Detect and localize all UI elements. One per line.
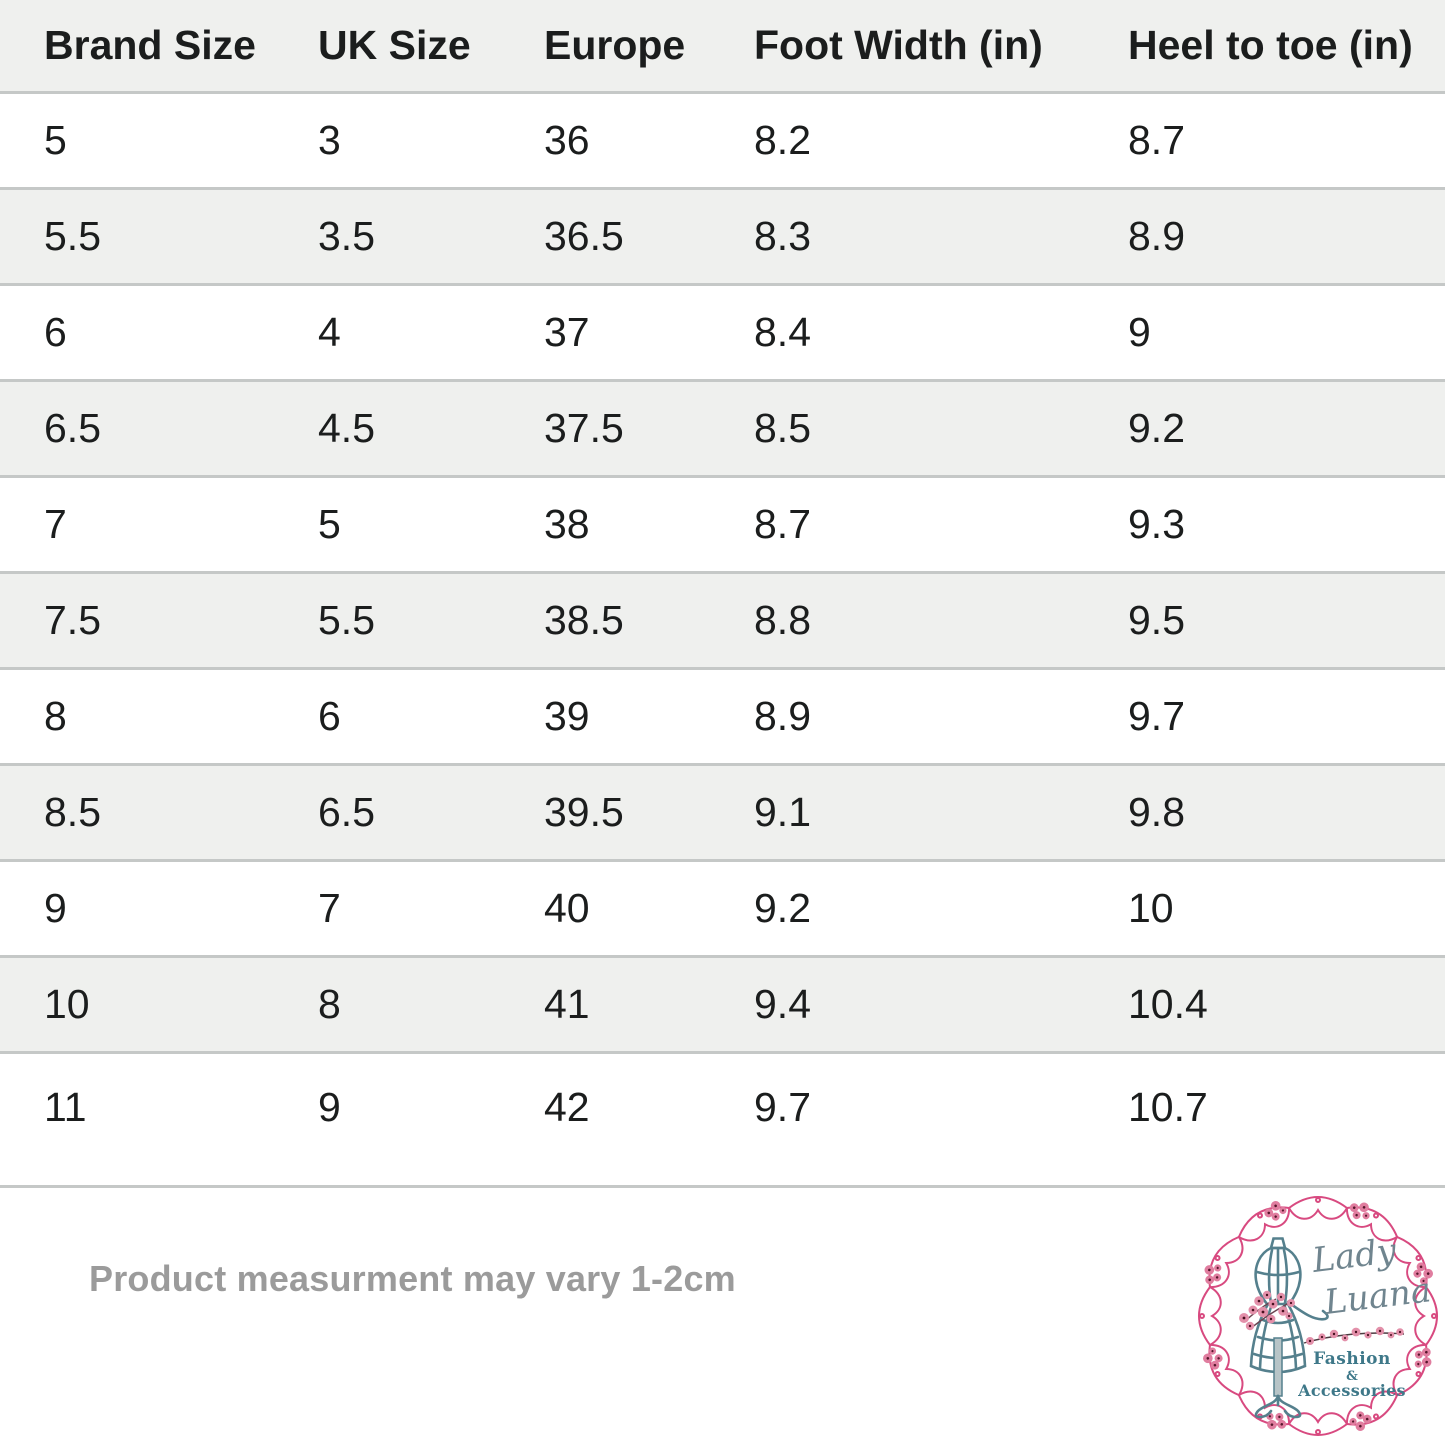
table-cell: 6.5 <box>318 788 375 835</box>
column-header-uk-size: UK Size <box>318 21 471 68</box>
table-cell: 8.5 <box>44 788 101 835</box>
dress-form-icon <box>1249 1237 1329 1419</box>
table-cell: 6.5 <box>44 404 101 451</box>
table-cell: 38.5 <box>544 596 624 643</box>
column-header-brand-size: Brand Size <box>44 21 256 68</box>
table-cell: 10 <box>1128 884 1174 931</box>
logo-tagline-line2: & <box>1346 1369 1358 1384</box>
table-cell: 8.3 <box>754 212 811 259</box>
logo-name-line1: Lady <box>1309 1231 1399 1281</box>
logo-name-line2: Luana <box>1321 1270 1433 1323</box>
table-row: 7 5 38 8.7 9.3 <box>0 475 1445 571</box>
table-cell: 5 <box>44 116 67 163</box>
table-cell: 8 <box>44 692 67 739</box>
table-cell: 8.7 <box>754 500 811 547</box>
table-cell: 3 <box>318 116 341 163</box>
table-cell: 8.8 <box>754 596 811 643</box>
table-cell: 8.7 <box>1128 116 1185 163</box>
table-cell: 10 <box>44 980 90 1027</box>
table-cell: 10.7 <box>1128 1084 1208 1130</box>
table-cell: 9.7 <box>754 1084 811 1130</box>
brand-logo: Lady Luana Fashion & Accessories <box>1192 1190 1444 1442</box>
table-cell: 7 <box>44 500 67 547</box>
table-cell: 9 <box>318 1084 341 1130</box>
table-cell: 3.5 <box>318 212 375 259</box>
table-cell: 8.9 <box>1128 212 1185 259</box>
table-row: 11 9 42 9.7 10.7 <box>0 1051 1445 1185</box>
table-cell: 10.4 <box>1128 980 1208 1027</box>
table-cell: 5.5 <box>318 596 375 643</box>
table-cell: 41 <box>544 980 590 1027</box>
table-cell: 37.5 <box>544 404 624 451</box>
table-row: 7.5 5.5 38.5 8.8 9.5 <box>0 571 1445 667</box>
table-cell: 9.8 <box>1128 788 1185 835</box>
table-cell: 9.2 <box>754 884 811 931</box>
logo-tagline-line1: Fashion <box>1313 1349 1391 1369</box>
table-row: 5 3 36 8.2 8.7 <box>0 91 1445 187</box>
table-cell: 40 <box>544 884 590 931</box>
table-row: 6 4 37 8.4 9 <box>0 283 1445 379</box>
table-cell: 8.9 <box>754 692 811 739</box>
table-cell: 11 <box>44 1084 87 1130</box>
table-row: 6.5 4.5 37.5 8.5 9.2 <box>0 379 1445 475</box>
table-cell: 5.5 <box>44 212 101 259</box>
table-cell: 38 <box>544 500 590 547</box>
logo-tagline-line3: Accessories <box>1297 1381 1406 1400</box>
table-row: 8.5 6.5 39.5 9.1 9.8 <box>0 763 1445 859</box>
table-cell: 8.4 <box>754 308 811 355</box>
table-cell: 36 <box>544 116 590 163</box>
table-body: 5 3 36 8.2 8.7 5.5 3.5 36.5 8.3 8.9 6 4 37 8.4 9 6.5 4.5… <box>0 91 1445 1185</box>
measurement-note: Product measurment may vary 1-2cm <box>89 1258 736 1299</box>
waist-flowers <box>1239 1290 1295 1331</box>
table-cell: 9 <box>44 884 67 931</box>
column-header-europe: Europe <box>544 21 686 68</box>
table-cell: 8.2 <box>754 116 811 163</box>
table-cell: 39 <box>544 692 590 739</box>
table-cell: 9.2 <box>1128 404 1185 451</box>
column-header-foot-width: Foot Width (in) <box>754 21 1043 68</box>
table-cell: 42 <box>544 1084 590 1130</box>
text-flower-sprig <box>1303 1326 1405 1345</box>
table-cell: 39.5 <box>544 788 624 835</box>
table-cell: 6 <box>44 308 67 355</box>
table-row: 8 6 39 8.9 9.7 <box>0 667 1445 763</box>
table-row: 9 7 40 9.2 10 <box>0 859 1445 955</box>
table-cell: 4.5 <box>318 404 375 451</box>
table-cell: 6 <box>318 692 341 739</box>
column-header-heel-to-toe: Heel to toe (in) <box>1128 21 1413 68</box>
brand-logo-graphic: Lady Luana Fashion & Accessories <box>1198 1196 1438 1436</box>
table-cell: 8 <box>318 980 341 1027</box>
table-cell: 4 <box>318 308 341 355</box>
size-table: Brand Size UK Size Europe Foot Width (in… <box>0 0 1445 1188</box>
table-header-row: Brand Size UK Size Europe Foot Width (in… <box>0 0 1445 91</box>
table-cell: 36.5 <box>544 212 624 259</box>
table-row: 10 8 41 9.4 10.4 <box>0 955 1445 1051</box>
table-cell: 9 <box>1128 308 1151 355</box>
table-cell: 5 <box>318 500 341 547</box>
table-cell: 37 <box>544 308 590 355</box>
table-cell: 9.7 <box>1128 692 1185 739</box>
table-cell: 9.4 <box>754 980 811 1027</box>
table-cell: 7.5 <box>44 596 101 643</box>
table-cell: 9.3 <box>1128 500 1185 547</box>
table-cell: 7 <box>318 884 341 931</box>
table-row: 5.5 3.5 36.5 8.3 8.9 <box>0 187 1445 283</box>
table-cell: 9.5 <box>1128 596 1185 643</box>
table-cell: 8.5 <box>754 404 811 451</box>
table-cell: 9.1 <box>754 788 811 835</box>
